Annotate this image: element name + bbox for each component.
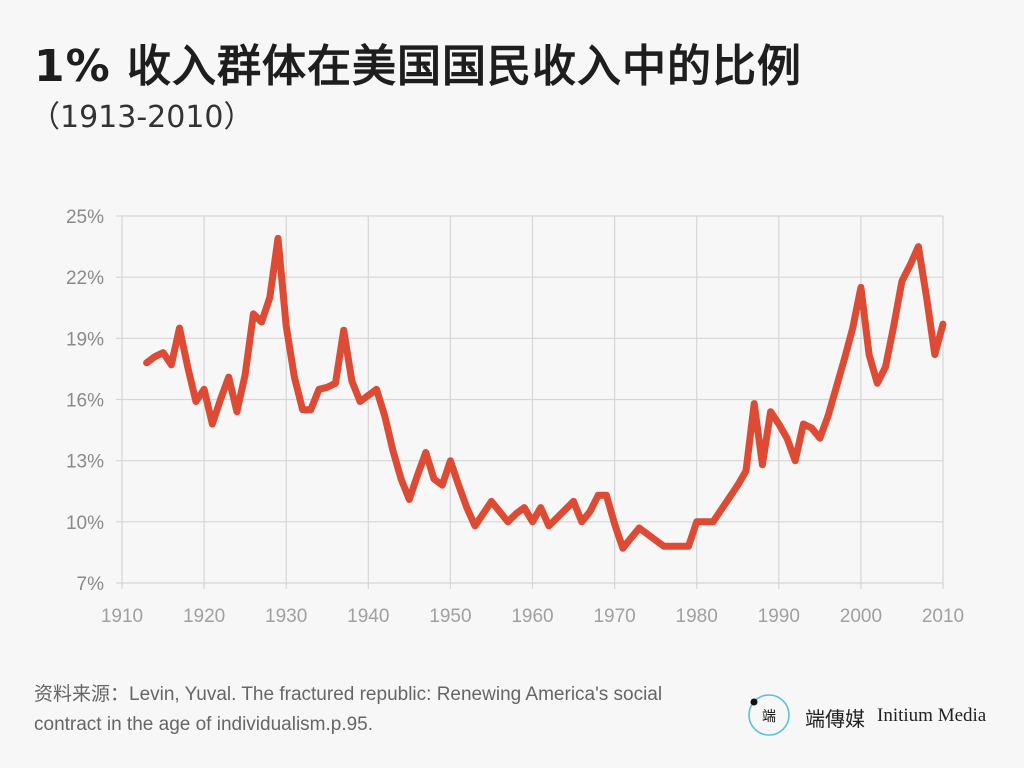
x-tick-label: 2000: [840, 606, 882, 627]
x-tick-label: 1910: [101, 606, 143, 627]
y-tick-label: 13%: [66, 452, 104, 473]
initium-logo-icon: 端: [748, 694, 790, 736]
series-line: [143, 234, 947, 552]
svg-text:端: 端: [762, 709, 776, 725]
y-tick-label: 25%: [66, 207, 104, 228]
line-chart: 7% 10% 13% 16% 19% 22% 25% 1910 1920 1930 1940 1950…: [66, 207, 964, 627]
chart-title: 1% 收入群体在美国国民收入中的比例: [34, 41, 803, 92]
x-tick-label: 1920: [183, 606, 225, 627]
x-tick-label: 1980: [676, 606, 718, 627]
x-tick-label: 1960: [511, 606, 553, 627]
x-tick-label: 1930: [265, 606, 307, 627]
y-tick-label: 10%: [66, 513, 104, 534]
y-tick-label: 19%: [66, 329, 104, 350]
brand-name-en: Initium Media: [877, 705, 987, 726]
y-tick-label: 7%: [77, 574, 105, 595]
source-note: 资料来源：Levin, Yuval. The fractured republi…: [34, 684, 663, 735]
y-tick-label: 22%: [66, 268, 104, 289]
x-tick-label: 1990: [758, 606, 800, 627]
y-tick-label: 16%: [66, 391, 104, 412]
chart-subtitle: （1913-2010）: [30, 100, 254, 135]
x-tick-label: 2010: [922, 606, 964, 627]
brand-name-cn: 端傳媒: [805, 707, 865, 731]
x-tick-label: 1970: [593, 606, 635, 627]
x-tick-label: 1950: [429, 606, 471, 627]
brand-logo-block: 端 端傳媒 Initium Media: [747, 693, 1017, 741]
x-tick-label: 1940: [347, 606, 389, 627]
